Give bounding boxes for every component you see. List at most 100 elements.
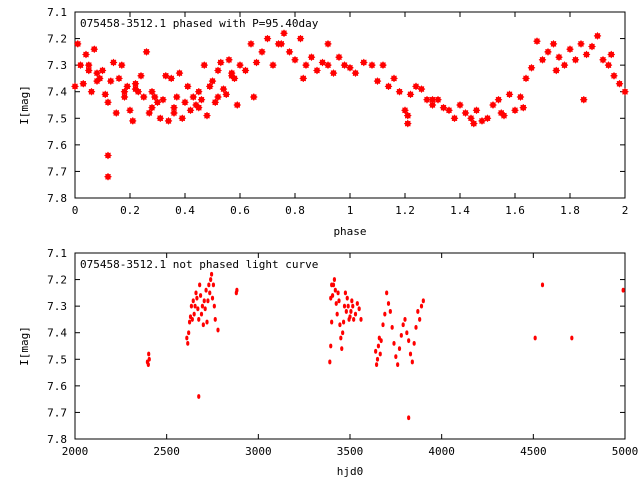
x-tick-label: 0 xyxy=(72,204,79,217)
data-point xyxy=(621,287,625,293)
data-point xyxy=(379,338,383,344)
data-point xyxy=(164,116,173,125)
data-point xyxy=(607,50,616,59)
data-point xyxy=(497,108,506,118)
data-point xyxy=(189,303,194,309)
data-point xyxy=(587,42,597,51)
data-point xyxy=(142,47,151,56)
x-tick-label: 2000 xyxy=(62,445,89,458)
data-point xyxy=(209,271,214,277)
y-tick-label: 7.5 xyxy=(47,353,67,366)
data-point xyxy=(216,327,220,333)
data-point xyxy=(352,317,356,322)
data-point xyxy=(268,61,278,70)
x-tick-label: 2500 xyxy=(153,445,180,458)
data-point xyxy=(378,351,382,357)
data-point xyxy=(359,317,363,322)
data-point xyxy=(339,335,343,341)
data-point xyxy=(296,34,305,43)
data-point xyxy=(167,74,176,83)
data-point xyxy=(318,58,327,67)
data-point xyxy=(395,87,404,96)
y-tick-label: 7.4 xyxy=(47,327,67,340)
data-point xyxy=(202,111,212,120)
data-point xyxy=(279,29,289,38)
y-tick-label: 7.7 xyxy=(47,165,67,178)
data-point xyxy=(285,47,294,56)
data-point xyxy=(213,92,223,102)
y-tick-label: 7.1 xyxy=(47,6,67,19)
data-point xyxy=(397,346,402,352)
data-point xyxy=(488,100,498,110)
data-point xyxy=(208,77,217,86)
data-point xyxy=(190,317,194,322)
data-point xyxy=(150,92,159,102)
data-point xyxy=(340,346,344,352)
data-point xyxy=(538,55,547,64)
data-point xyxy=(84,66,93,75)
data-point xyxy=(235,61,245,70)
x-tick-label: 4000 xyxy=(428,445,455,458)
data-point xyxy=(299,74,308,83)
y-tick-label: 7.2 xyxy=(47,33,67,46)
data-point xyxy=(384,82,393,91)
data-point xyxy=(444,106,454,115)
data-point xyxy=(200,303,205,309)
data-point xyxy=(312,66,322,75)
x-tick-label: 0.2 xyxy=(120,204,140,217)
data-point xyxy=(103,151,113,160)
x-tick-label: 5000 xyxy=(612,445,639,458)
data-point xyxy=(388,309,392,314)
data-point xyxy=(189,92,198,102)
data-point xyxy=(172,92,181,102)
data-point xyxy=(197,95,206,104)
data-point xyxy=(383,311,387,317)
data-point xyxy=(246,39,256,48)
data-point xyxy=(540,282,545,288)
x-tick-label: 3000 xyxy=(245,445,272,458)
y-tick-label: 7.5 xyxy=(47,112,67,125)
data-point xyxy=(609,71,619,80)
chart-title: 075458-3512.1 not phased light curve xyxy=(80,258,318,271)
data-point xyxy=(208,290,212,296)
data-point xyxy=(169,103,179,112)
y-axis-label: I[mag] xyxy=(18,326,31,366)
data-point xyxy=(483,114,492,123)
x-axis-label: phase xyxy=(333,225,366,238)
data-point xyxy=(570,335,574,341)
data-point xyxy=(374,348,378,354)
data-point xyxy=(101,90,110,99)
data-point xyxy=(199,311,204,317)
data-point xyxy=(70,82,80,91)
data-point xyxy=(351,69,360,78)
data-point xyxy=(145,108,154,118)
data-point xyxy=(175,69,184,78)
data-point xyxy=(219,85,228,94)
data-point xyxy=(461,108,470,118)
data-point xyxy=(193,303,197,309)
data-point xyxy=(136,71,146,80)
data-point xyxy=(103,98,113,107)
data-point xyxy=(329,295,333,301)
data-point xyxy=(428,95,437,104)
data-point xyxy=(330,319,334,325)
data-point xyxy=(277,39,286,48)
data-point xyxy=(209,277,213,282)
y-tick-label: 7.7 xyxy=(47,406,67,419)
data-point xyxy=(125,106,135,115)
data-point xyxy=(197,394,201,399)
data-point xyxy=(323,61,333,70)
data-point xyxy=(399,332,403,338)
y-tick-label: 7.3 xyxy=(47,300,67,313)
data-point xyxy=(378,61,388,70)
data-point xyxy=(381,322,385,328)
data-point xyxy=(349,309,353,314)
data-point xyxy=(527,63,536,72)
data-point xyxy=(131,79,140,88)
data-point xyxy=(73,39,82,48)
data-point xyxy=(186,106,195,115)
data-point xyxy=(147,87,157,96)
data-point xyxy=(403,317,407,322)
data-point xyxy=(213,66,223,75)
data-point xyxy=(373,77,382,86)
